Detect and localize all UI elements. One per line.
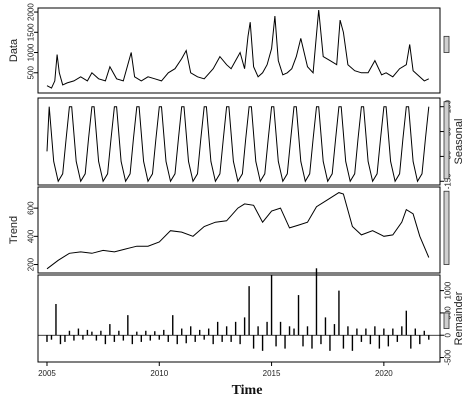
y-tick-label-seasonal: -150 <box>444 173 453 190</box>
scale-bar-remainder <box>443 312 450 329</box>
scale-bar-seasonal <box>443 101 450 180</box>
y-tick-label-trend: 600 <box>27 201 36 215</box>
x-tick-label: 2020 <box>375 369 393 378</box>
panel-frame-data <box>37 7 441 94</box>
y-tick-label-remainder: -500 <box>444 349 453 366</box>
panel-frame-trend <box>37 186 441 274</box>
panel-frame-remainder <box>37 274 441 363</box>
panel-label-trend: Trend <box>8 216 20 244</box>
series-line-seasonal <box>46 106 430 183</box>
panel-label-remainder: Remainder <box>453 291 465 345</box>
y-tick-label-trend: 200 <box>27 257 36 271</box>
x-tick-label: 2005 <box>38 369 56 378</box>
y-tick-label-trend: 400 <box>27 229 36 243</box>
scale-bar-data <box>443 35 450 53</box>
panel-label-data: Data <box>8 38 20 62</box>
y-tick-label-data: 2000 <box>27 3 36 21</box>
y-tick-label-data: 1500 <box>27 23 36 41</box>
panel-trend: 200 400 600 Trend <box>8 186 450 274</box>
y-tick-label-data: 1000 <box>27 43 36 61</box>
y-tick-label-data: 500 <box>27 66 36 80</box>
y-tick-label-remainder: 1000 <box>444 281 453 299</box>
panel-label-seasonal: Seasonal <box>453 119 465 165</box>
y-tick-label-remainder: 0 <box>444 332 453 337</box>
x-axis-label: Time <box>232 383 263 398</box>
x-tick-label: 2015 <box>263 369 281 378</box>
panel-seasonal: -150-5050150Seasonal <box>37 97 465 190</box>
panel-frame-seasonal <box>37 97 441 186</box>
time-axis: 2005 2010 2015 2020 <box>38 362 393 378</box>
panel-data: 500 1000 1500 2000 Data <box>8 3 450 94</box>
series-line-data <box>46 9 430 89</box>
series-line-trend <box>46 192 430 270</box>
panel-remainder: -50005001000Remainder <box>37 268 465 366</box>
x-tick-label: 2010 <box>150 369 168 378</box>
scale-bar-trend <box>443 190 450 265</box>
